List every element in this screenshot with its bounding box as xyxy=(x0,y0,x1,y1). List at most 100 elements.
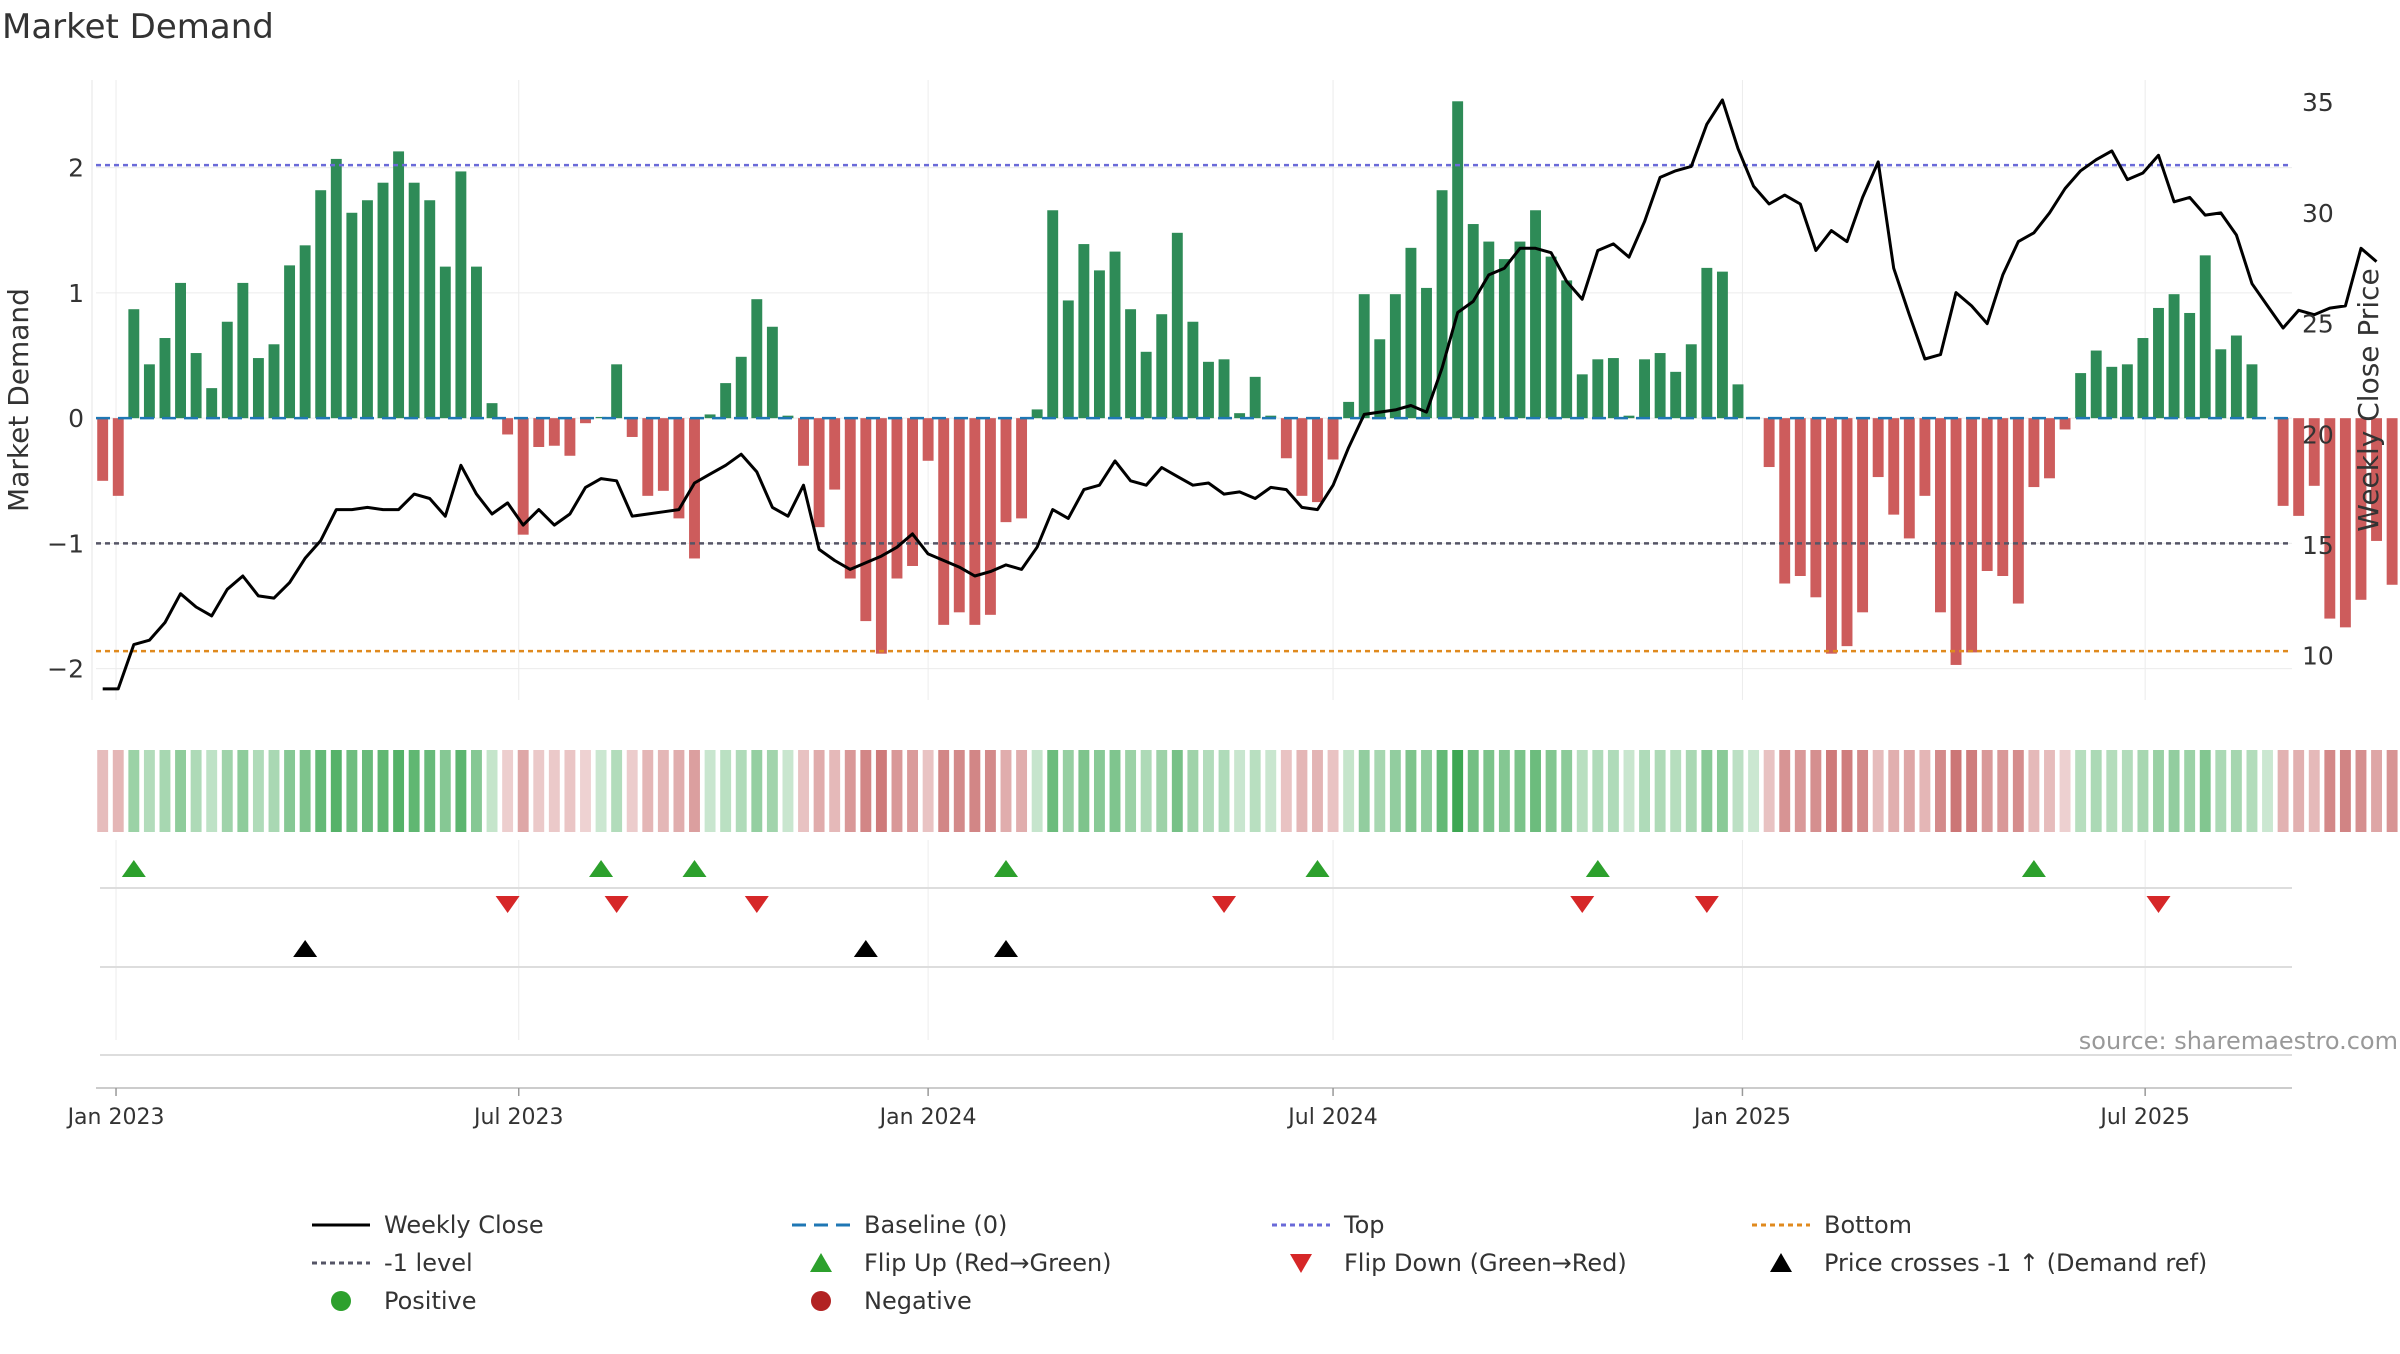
legend-item-flip-up: Flip Up (Red→Green) xyxy=(780,1246,1112,1280)
heat-cell-positive xyxy=(1592,750,1604,832)
y-tick-label-right: 10 xyxy=(2302,642,2334,671)
negative-demand-bar xyxy=(844,418,856,579)
negative-demand-bar xyxy=(1997,418,2009,576)
legend-item-weekly-close: Weekly Close xyxy=(300,1208,544,1242)
positive-demand-bar xyxy=(2137,338,2149,419)
positive-demand-bar xyxy=(595,416,607,419)
positive-demand-bar xyxy=(439,266,451,419)
negative-demand-bar xyxy=(922,418,934,461)
heat-cell-positive xyxy=(268,750,280,832)
heat-cell-negative xyxy=(580,750,591,832)
heat-cell-negative xyxy=(1857,750,1869,832)
positive-demand-bar xyxy=(1701,267,1713,419)
negative-demand-bar xyxy=(1000,418,1012,523)
positive-demand-bar xyxy=(1156,314,1168,419)
positive-demand-bar xyxy=(2246,364,2258,419)
heat-cell-positive xyxy=(1125,750,1137,832)
negative-demand-bar xyxy=(112,418,124,496)
positive-demand-bar xyxy=(1187,321,1199,419)
x-tick-label: Jan 2023 xyxy=(66,1105,165,1130)
heat-cell-negative xyxy=(2293,750,2305,832)
negative-demand-bar xyxy=(860,418,872,622)
heat-cell-negative xyxy=(657,750,669,832)
negative-demand-bar xyxy=(1872,418,1884,478)
negative-demand-bar xyxy=(657,418,669,491)
positive-demand-bar xyxy=(1639,359,1650,419)
heat-cell-positive xyxy=(299,750,311,832)
heat-cell-positive xyxy=(1670,750,1682,832)
heat-cell-positive xyxy=(1639,750,1650,832)
heat-cell-positive xyxy=(1561,750,1573,832)
heat-cell-negative xyxy=(1825,750,1837,832)
heat-cell-positive xyxy=(1467,750,1479,832)
heat-cell-negative xyxy=(642,750,654,832)
positive-demand-bar xyxy=(2090,350,2102,419)
positive-demand-bar xyxy=(1078,244,1090,419)
heat-cell-positive xyxy=(284,750,296,832)
heat-cell-positive xyxy=(2230,750,2242,832)
heat-cell-negative xyxy=(1903,750,1915,832)
heat-cell-positive xyxy=(377,750,389,832)
negative-demand-bar xyxy=(2386,418,2398,585)
positive-demand-bar xyxy=(1234,413,1246,419)
negative-demand-bar xyxy=(1888,418,1900,515)
heat-cell-negative xyxy=(1296,750,1308,832)
x-tick-label: Jul 2023 xyxy=(472,1105,564,1130)
positive-demand-bar xyxy=(1343,401,1355,419)
negative-demand-bar xyxy=(1763,418,1775,468)
y-tick-label-left: 0 xyxy=(68,404,84,433)
heat-cell-positive xyxy=(2106,750,2118,832)
heat-cell-negative xyxy=(969,750,981,832)
heat-cell-positive xyxy=(206,750,218,832)
event-markers xyxy=(100,860,2292,1056)
heat-cell-positive xyxy=(2137,750,2149,832)
heat-cell-negative xyxy=(1981,750,1993,832)
heat-cell-negative xyxy=(533,750,545,832)
positive-demand-bar xyxy=(1109,251,1121,419)
heat-cell-positive xyxy=(1234,750,1246,832)
heat-cell-positive xyxy=(330,750,342,832)
negative-demand-bar xyxy=(626,418,638,437)
heat-cell-negative xyxy=(1935,750,1946,832)
legend-label: Top xyxy=(1344,1211,1385,1239)
positive-demand-bar xyxy=(2121,364,2133,419)
negative-demand-bar xyxy=(517,418,529,535)
heat-cell-positive xyxy=(2090,750,2102,832)
heat-cell-negative xyxy=(1280,750,1292,832)
positive-demand-bar xyxy=(1171,232,1183,419)
positive-demand-bar xyxy=(486,403,498,419)
heat-cell-positive xyxy=(2168,750,2180,832)
heat-cell-positive xyxy=(159,750,171,832)
heat-cell-positive xyxy=(1452,750,1464,832)
heat-cell-positive xyxy=(1031,750,1043,832)
heat-cell-negative xyxy=(2386,750,2398,832)
heat-cell-negative xyxy=(1763,750,1775,832)
triangle-down-icon xyxy=(1290,1254,1312,1273)
heat-cell-positive xyxy=(766,750,778,832)
heat-cell-negative xyxy=(844,750,856,832)
price-cross-marker xyxy=(293,940,318,957)
heat-cell-positive xyxy=(1078,750,1090,832)
heat-cell-negative xyxy=(2044,750,2055,832)
heat-cell-positive xyxy=(1203,750,1214,832)
flip-down-marker xyxy=(604,896,629,913)
flip-up-marker xyxy=(121,860,146,877)
positive-demand-bar xyxy=(1125,309,1137,419)
flip-up-marker xyxy=(1305,860,1330,877)
heat-cell-positive xyxy=(1654,750,1666,832)
flip-up-marker xyxy=(682,860,707,877)
heat-cell-negative xyxy=(2355,750,2367,832)
legend-item-bottom: Bottom xyxy=(1740,1208,1912,1242)
heat-cell-positive xyxy=(1732,750,1744,832)
heat-cell-positive xyxy=(1436,750,1448,832)
heat-cell-positive xyxy=(1187,750,1199,832)
heat-cell-negative xyxy=(1997,750,2009,832)
x-tick-label: Jan 2024 xyxy=(878,1105,977,1130)
heat-cell-positive xyxy=(704,750,716,832)
positive-demand-bar xyxy=(221,321,233,419)
heat-cell-positive xyxy=(1343,750,1355,832)
legend-item-baseline: Baseline (0) xyxy=(780,1208,1007,1242)
heat-cell-negative xyxy=(1872,750,1884,832)
heat-cell-negative xyxy=(829,750,841,832)
